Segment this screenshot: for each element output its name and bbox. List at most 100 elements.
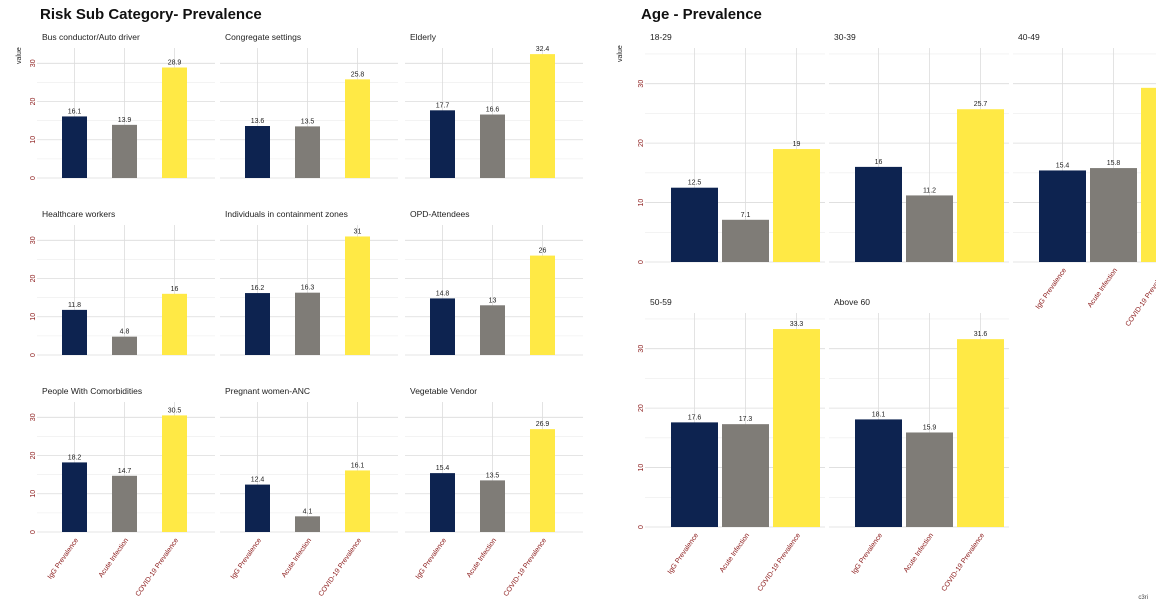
facet-title-opd-attendees: OPD-Attendees [410, 209, 470, 219]
data-label: 18.1 [872, 411, 886, 418]
x-tick-label: Acute Infection [903, 532, 935, 574]
y-tick-label: 0 [30, 530, 37, 534]
x-tick-label: IgG Prevalence [851, 532, 884, 576]
bar-congregate-settings-igg-prevalence [245, 126, 270, 178]
bar-30-39-covid-19-prevalence [957, 109, 1004, 262]
bar-bus-conductor-auto-driver-acute-infection [112, 124, 137, 178]
y-tick-label: 30 [30, 413, 37, 421]
data-label: 15.9 [923, 424, 937, 431]
x-tick-label: COVID-19 Prevalence [135, 537, 181, 598]
data-label: 28.9 [168, 60, 182, 67]
data-label: 15.4 [436, 465, 450, 472]
bar-40-49-igg-prevalence [1039, 170, 1086, 262]
x-tick-label: Acute Infection [1087, 267, 1119, 309]
x-tick-label: Acute Infection [719, 532, 751, 574]
data-label: 16.3 [301, 285, 315, 292]
data-label: 25.8 [351, 71, 365, 78]
data-label: 16 [171, 286, 179, 293]
bar-50-59-covid-19-prevalence [773, 329, 820, 527]
bar-congregate-settings-covid-19-prevalence [345, 79, 370, 178]
bar-pregnant-women-anc-covid-19-prevalence [345, 470, 370, 532]
caption: c3ri [1138, 595, 1148, 601]
facet-title-people-with-comorbidities: People With Comorbidities [42, 386, 142, 396]
data-label: 25.7 [974, 101, 988, 108]
x-tick-label: Acute Infection [466, 537, 498, 579]
facet-title-30-39: 30-39 [834, 32, 856, 42]
bar-bus-conductor-auto-driver-covid-19-prevalence [162, 67, 187, 178]
facet-title-40-49: 40-49 [1018, 32, 1040, 42]
data-label: 13 [489, 297, 497, 304]
y-tick-label: 30 [638, 80, 645, 88]
bar-bus-conductor-auto-driver-igg-prevalence [62, 116, 87, 178]
data-label: 33.3 [790, 321, 804, 328]
y-tick-label: 0 [30, 353, 37, 357]
bar-40-49-acute-infection [1090, 168, 1137, 262]
y-tick-label: 0 [638, 525, 645, 529]
bar-people-with-comorbidities-acute-infection [112, 475, 137, 532]
bar-pregnant-women-anc-igg-prevalence [245, 484, 270, 532]
bar-healthcare-workers-acute-infection [112, 336, 137, 355]
y-tick-label: 20 [30, 452, 37, 460]
data-label: 31 [354, 228, 362, 235]
bar-30-39-igg-prevalence [855, 166, 902, 262]
age-section-title: Age - Prevalence [641, 6, 762, 23]
bar-opd-attendees-acute-infection [480, 305, 505, 355]
data-label: 13.5 [486, 472, 500, 479]
data-label: 26 [539, 248, 547, 255]
y-tick-label: 30 [30, 236, 37, 244]
bar-vegetable-vendor-acute-infection [480, 480, 505, 532]
x-tick-label: COVID-19 Prevalence [757, 532, 803, 593]
y-tick-label: 20 [30, 275, 37, 283]
facet-title-50-59: 50-59 [650, 297, 672, 307]
data-label: 32.4 [536, 46, 550, 53]
data-label: 13.6 [251, 118, 265, 125]
y-tick-label: 30 [30, 59, 37, 67]
y-tick-label: 10 [638, 464, 645, 472]
bar-healthcare-workers-covid-19-prevalence [162, 293, 187, 355]
x-tick-label: IgG Prevalence [667, 532, 700, 576]
y-tick-label: 0 [638, 260, 645, 264]
bar-vegetable-vendor-covid-19-prevalence [530, 429, 555, 532]
bar-pregnant-women-anc-acute-infection [295, 516, 320, 532]
data-label: 4.8 [120, 329, 130, 336]
y-tick-label: 20 [638, 139, 645, 147]
data-label: 17.6 [688, 414, 702, 421]
data-label: 4.1 [303, 508, 313, 515]
x-tick-label: IgG Prevalence [230, 537, 263, 581]
data-label: 14.8 [436, 290, 450, 297]
data-label: 13.5 [301, 118, 315, 125]
bar-18-29-covid-19-prevalence [773, 149, 820, 262]
bar-18-29-acute-infection [722, 219, 769, 262]
x-tick-label: Acute Infection [281, 537, 313, 579]
data-label: 16 [875, 159, 883, 166]
facet-title-elderly: Elderly [410, 32, 437, 42]
facet-title-individuals-in-containment-zones: Individuals in containment zones [225, 209, 348, 219]
data-label: 13.9 [118, 117, 132, 124]
data-label: 15.8 [1107, 160, 1121, 167]
data-label: 11.8 [68, 302, 81, 309]
bar-opd-attendees-igg-prevalence [430, 298, 455, 355]
x-tick-label: IgG Prevalence [415, 537, 448, 581]
y-tick-label: 10 [30, 136, 37, 144]
data-label: 11.2 [923, 187, 936, 194]
bar-elderly-acute-infection [480, 114, 505, 178]
data-label: 30.5 [168, 407, 182, 414]
y-tick-label: 20 [30, 98, 37, 106]
data-label: 12.5 [688, 180, 702, 187]
x-tick-label: IgG Prevalence [1035, 267, 1068, 311]
data-label: 16.1 [351, 462, 365, 469]
data-label: 7.1 [741, 212, 751, 219]
data-label: 18.2 [68, 454, 82, 461]
data-label: 19 [793, 141, 801, 148]
data-label: 14.7 [118, 468, 132, 475]
bar-above-60-covid-19-prevalence [957, 339, 1004, 527]
bar-vegetable-vendor-igg-prevalence [430, 473, 455, 532]
x-tick-label: COVID-19 Prevalence [503, 537, 549, 598]
data-label: 12.4 [251, 477, 265, 484]
bar-individuals-in-containment-zones-igg-prevalence [245, 293, 270, 355]
bar-individuals-in-containment-zones-covid-19-prevalence [345, 236, 370, 355]
facet-title-bus-conductor-auto-driver: Bus conductor/Auto driver [42, 32, 140, 42]
data-label: 16.2 [251, 285, 265, 292]
bar-people-with-comorbidities-igg-prevalence [62, 462, 87, 532]
